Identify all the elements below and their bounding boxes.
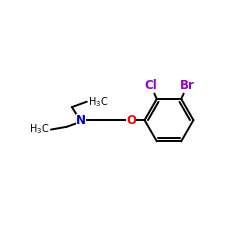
Text: Cl: Cl (144, 79, 157, 92)
Text: Br: Br (180, 79, 195, 92)
Text: N: N (76, 114, 86, 126)
Text: H$_3$C: H$_3$C (30, 123, 50, 136)
Text: H$_3$C: H$_3$C (88, 95, 108, 108)
Text: O: O (126, 114, 136, 126)
